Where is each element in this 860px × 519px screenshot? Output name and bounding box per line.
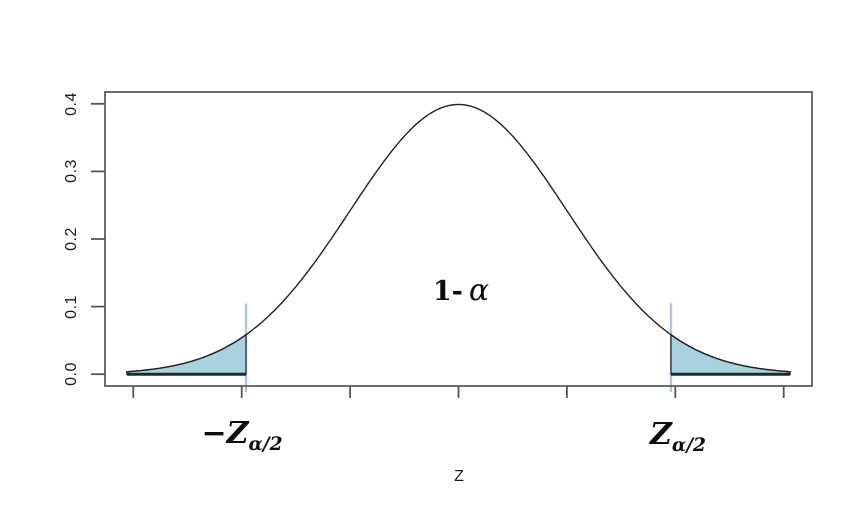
alpha-over-2-subscript: α/2	[248, 434, 283, 455]
z-symbol: Z	[650, 417, 672, 452]
minus-sign: −	[201, 416, 227, 451]
y-tick-label-0.0: 0.0	[63, 362, 80, 387]
y-tick-label-0.2: 0.2	[63, 227, 80, 251]
z-symbol: Z	[226, 416, 249, 451]
one-minus-text: 1-	[432, 276, 463, 307]
right-critical-value-label: Zα/2	[650, 420, 706, 456]
left-critical-value-label: −Zα/2	[201, 419, 282, 455]
x-axis-title: Z	[454, 468, 464, 485]
right-tail-shade	[670, 333, 791, 375]
y-tick-label-0.3: 0.3	[63, 159, 80, 184]
confidence-area-label: 1- α	[433, 276, 489, 306]
density-curve	[126, 103, 791, 373]
y-tick-label-0.1: 0.1	[63, 294, 80, 319]
alpha-over-2-subscript: α/2	[671, 435, 706, 456]
left-tail-shade	[126, 333, 247, 375]
y-tick-label-0.4: 0.4	[63, 91, 80, 116]
alpha-symbol: α	[468, 273, 490, 308]
plot-box	[104, 91, 813, 387]
